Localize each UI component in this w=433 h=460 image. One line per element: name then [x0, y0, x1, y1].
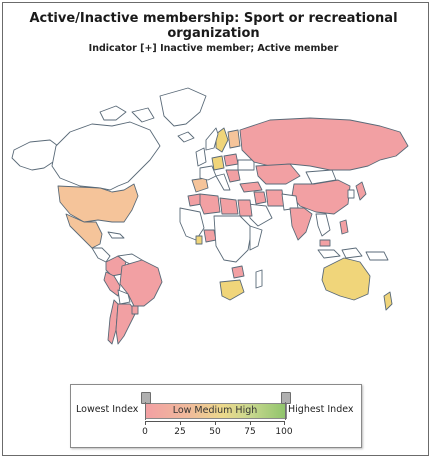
region-alaska[interactable] [11, 139, 59, 171]
legend-tick-label-50: 50 [209, 427, 221, 437]
region-algeria[interactable] [199, 193, 221, 215]
region-central-africa[interactable] [213, 215, 253, 263]
region-east-africa[interactable] [249, 225, 263, 251]
legend-tick-label-75: 75 [244, 427, 256, 437]
region-india[interactable] [289, 207, 313, 241]
region-canada-arctic-2[interactable] [131, 107, 155, 123]
legend-min-slider-handle[interactable] [141, 392, 151, 404]
indicator-subtitle: Indicator [+] Inactive member; Active me… [88, 43, 339, 54]
region-uk[interactable] [195, 147, 207, 167]
region-united-states[interactable] [57, 183, 139, 223]
region-sweden[interactable] [215, 127, 229, 153]
region-madagascar[interactable] [255, 269, 263, 289]
legend-tick-label-25: 25 [174, 427, 186, 437]
legend-max-slider-handle[interactable] [281, 392, 291, 404]
region-canada[interactable] [51, 121, 161, 191]
region-west-africa[interactable] [179, 207, 205, 241]
region-uruguay[interactable] [131, 305, 139, 315]
region-finland[interactable] [227, 129, 241, 149]
legend-tick-0 [145, 421, 146, 425]
legend-tick-50 [215, 421, 216, 425]
region-zimbabwe[interactable] [231, 265, 245, 279]
region-indonesia-2[interactable] [341, 247, 363, 259]
region-iran[interactable] [265, 189, 285, 207]
region-greenland[interactable] [159, 87, 207, 127]
region-iraq[interactable] [253, 191, 267, 205]
region-southeast-asia[interactable] [315, 213, 331, 237]
region-peru[interactable] [103, 271, 121, 297]
region-spain[interactable] [191, 177, 209, 193]
region-korea[interactable] [347, 189, 355, 199]
region-philippines[interactable] [339, 219, 349, 235]
legend-max-handle-stem [285, 402, 286, 420]
region-australia[interactable] [321, 257, 371, 301]
region-caribbean[interactable] [107, 231, 125, 239]
region-kazakhstan[interactable] [255, 163, 301, 185]
region-poland[interactable] [223, 153, 239, 167]
region-france[interactable] [199, 165, 217, 181]
region-italy[interactable] [215, 173, 231, 191]
region-malaysia[interactable] [319, 239, 331, 247]
region-iceland[interactable] [177, 131, 195, 143]
region-germany[interactable] [211, 155, 225, 171]
region-new-zealand[interactable] [383, 291, 393, 311]
region-argentina[interactable] [115, 303, 137, 345]
region-turkey[interactable] [239, 181, 263, 193]
legend-tick-label-100: 100 [275, 427, 293, 437]
region-japan[interactable] [355, 181, 367, 201]
region-south-africa[interactable] [219, 279, 245, 301]
legend-gradient-text: Low Medium High [172, 405, 258, 416]
legend-min-handle-stem [145, 402, 146, 420]
legend-tick-75 [250, 421, 251, 425]
map-title: Active/Inactive membership: Sport or rec… [29, 11, 398, 41]
region-ukraine[interactable] [237, 159, 255, 171]
region-central-america[interactable] [91, 247, 111, 263]
region-libya[interactable] [219, 197, 239, 215]
region-canada-arctic-1[interactable] [99, 105, 127, 121]
legend-lowest-label: Lowest Index [76, 404, 139, 415]
region-nigeria[interactable] [203, 229, 217, 243]
region-norway[interactable] [205, 127, 219, 151]
region-papua[interactable] [365, 251, 389, 261]
legend-tick-25 [180, 421, 181, 425]
legend-tick-label-0: 0 [142, 427, 148, 437]
region-indonesia-1[interactable] [317, 249, 341, 259]
region-brazil[interactable] [119, 259, 163, 307]
legend-highest-label: Highest Index [288, 404, 354, 415]
region-russia[interactable] [239, 117, 409, 171]
region-balkans[interactable] [225, 169, 241, 183]
region-bolivia[interactable] [117, 289, 131, 305]
region-mexico[interactable] [65, 213, 103, 249]
legend-tick-100 [284, 421, 285, 425]
region-ghana[interactable] [195, 235, 203, 245]
region-egypt[interactable] [237, 199, 253, 217]
